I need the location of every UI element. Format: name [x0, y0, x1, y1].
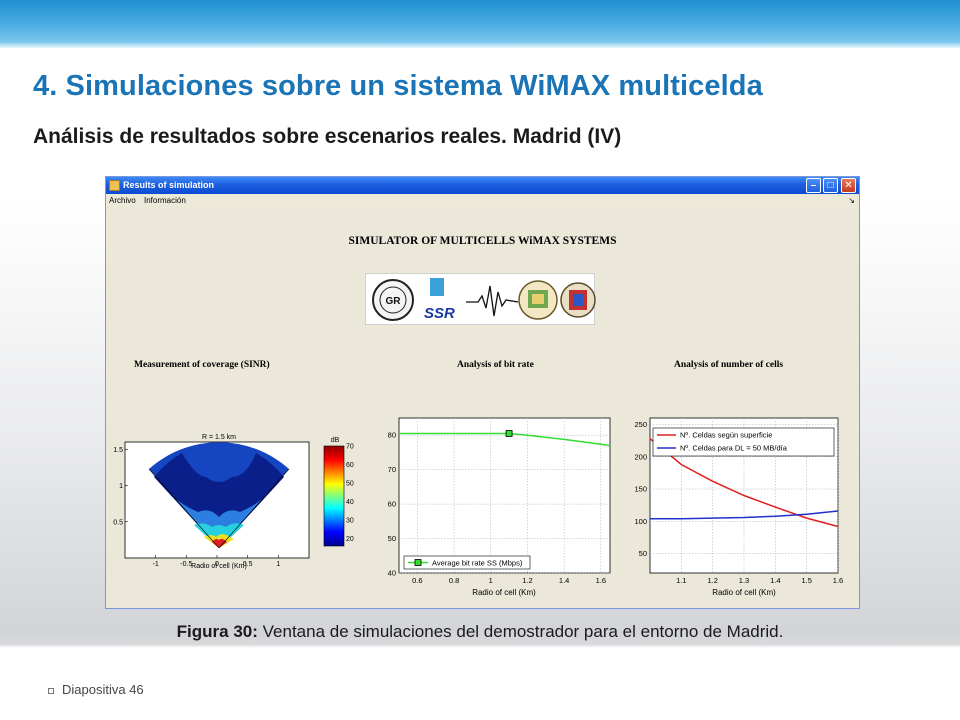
bitrate-legend: Average bit rate SS (Mbps) — [403, 555, 531, 570]
figure-caption: Figura 30: Ventana de simulaciones del d… — [0, 622, 960, 642]
plots-svg: R = 1.5 km -1 -0.5 0 0.5 1 1.5 1 0.5 Radio of … — [113, 417, 843, 597]
cells-xtick-3: 1.4 — [770, 576, 780, 585]
bitrate-ytick-4: 40 — [388, 569, 396, 578]
bitrate-xtick-1: 0.8 — [449, 576, 459, 585]
coverage-region-light — [176, 499, 262, 548]
cells-xtick-4: 1.5 — [801, 576, 811, 585]
menu-informacion[interactable]: Información — [144, 196, 186, 205]
bitrate-ytick-0: 80 — [388, 431, 396, 440]
colorbar-ticks: 70 60 50 40 30 20 — [346, 444, 354, 544]
ssr-logo: SSR — [424, 278, 455, 322]
slide-subtitle: Análisis de resultados sobre escenarios … — [33, 125, 622, 148]
university-crest-icon — [518, 280, 558, 320]
caption-text: Ventana de simulaciones del demostrador … — [257, 622, 784, 641]
bitrate-ytick-1: 70 — [388, 465, 396, 474]
simulator-title: SIMULATOR OF MULTICELLS WiMAX SYSTEMS — [348, 235, 617, 247]
colorbar-tick-0: 70 — [346, 444, 354, 451]
ssr-logo-text: SSR — [424, 305, 455, 322]
colorbar-tick-2: 50 — [346, 481, 354, 488]
logo-strip: GR SSR — [365, 273, 596, 325]
gr-logo-text: GR — [386, 296, 402, 307]
minimize-button[interactable]: – — [806, 178, 821, 193]
bitrate-xtick-5: 1.6 — [596, 576, 606, 585]
close-button[interactable]: ✕ — [841, 178, 856, 193]
coverage-region-red — [212, 538, 227, 548]
cells-chart: 1.1 1.2 1.3 1.4 1.5 1.6 250 200 150 100 50 Radio o… — [634, 417, 843, 597]
madrid-crest-icon — [560, 282, 596, 318]
window-titlebar[interactable]: Results of simulation – □ ✕ — [106, 177, 859, 194]
window-title: Results of simulation — [123, 180, 215, 190]
coverage-xlabel: Radio of cell (Km) — [191, 563, 247, 570]
minimize-icon: – — [810, 180, 817, 191]
coverage-chart: R = 1.5 km -1 -0.5 0 0.5 1 1.5 1 0.5 Radio of … — [113, 434, 354, 570]
cells-xtick-0: 1.1 — [676, 576, 686, 585]
cells-ytick-3: 100 — [634, 517, 647, 526]
bitrate-marker-0 — [505, 430, 513, 437]
coverage-chart-title: R = 1.5 km — [202, 434, 236, 441]
colorbar-tick-5: 20 — [346, 536, 354, 543]
coverage-ytick-0: 1.5 — [113, 447, 123, 454]
cells-series-1 — [650, 510, 839, 520]
bitrate-xtick-2: 1 — [489, 576, 493, 585]
colorbar-tick-1: 60 — [346, 462, 354, 469]
bitrate-chart: 0.6 0.8 1 1.2 1.4 1.6 80 70 60 50 40 Radio of cell… — [388, 417, 611, 597]
coverage-ytick-2: 0.5 — [113, 519, 123, 526]
cells-ytick-4: 50 — [639, 549, 647, 558]
cells-ytick-0: 250 — [634, 420, 647, 429]
cells-legend: Nº. Celdas según superficie Nº. Celdas p… — [652, 427, 835, 457]
waveform-icon — [466, 285, 519, 317]
bitrate-ytick-3: 50 — [388, 534, 396, 543]
coverage-panel-title: Measurement of coverage (SINR) — [134, 360, 270, 370]
coverage-xtick-3: 0.5 — [243, 561, 253, 568]
cells-xlabel: Radio of cell (Km) — [712, 588, 776, 597]
menu-archivo[interactable]: Archivo — [109, 196, 136, 205]
bitrate-plot-area — [398, 417, 611, 574]
cells-legend-label-1: Nº. Celdas para DL = 50 MB/día — [680, 444, 788, 453]
coverage-xtick-2: 0 — [215, 561, 219, 568]
cells-ytick-1: 200 — [634, 452, 647, 461]
colorbar-tick-3: 40 — [346, 499, 354, 506]
colorbar-tick-4: 30 — [346, 518, 354, 525]
coverage-xtick-4: 1 — [276, 561, 280, 568]
cells-series-0 — [649, 438, 839, 528]
bitrate-ytick-2: 60 — [388, 500, 396, 509]
slide-title: 4. Simulaciones sobre un sistema WiMAX m… — [33, 70, 763, 102]
coverage-ytick-1: 1 — [119, 483, 123, 490]
cells-ytick-2: 150 — [634, 485, 647, 494]
cells-xtick-5: 1.6 — [833, 576, 843, 585]
caption-label: Figura 30: — [176, 622, 258, 641]
coverage-region-dark — [154, 453, 284, 548]
bitrate-legend-label: Average bit rate SS (Mbps) — [432, 559, 523, 568]
cells-xtick-2: 1.3 — [739, 576, 749, 585]
colorbar-label: dB — [331, 437, 340, 444]
bitrate-xtick-3: 1.2 — [522, 576, 532, 585]
coverage-y-ticks: 1.5 1 0.5 — [113, 447, 128, 526]
close-icon: ✕ — [844, 180, 853, 191]
footer: Diapositiva 46 — [48, 682, 144, 697]
cells-panel-title: Analysis of number of cells — [674, 360, 784, 370]
coverage-colorbar — [323, 445, 345, 547]
top-band — [0, 0, 960, 48]
coverage-xtick-0: -1 — [153, 561, 159, 568]
menu-bar: Archivo Información ↘ — [106, 194, 859, 208]
footer-bullet-icon — [48, 687, 54, 694]
bitrate-xlabel: Radio of cell (Km) — [472, 588, 536, 597]
dock-arrow-icon[interactable]: ↘ — [848, 196, 855, 205]
bitrate-xtick-4: 1.4 — [559, 576, 569, 585]
maximize-icon: □ — [827, 180, 834, 191]
slide-number: Diapositiva 46 — [62, 682, 144, 697]
coverage-x-ticks: -1 -0.5 0 0.5 1 — [153, 555, 280, 568]
cells-legend-label-0: Nº. Celdas según superficie — [680, 431, 772, 440]
gr-logo: GR — [372, 279, 414, 321]
bitrate-xtick-0: 0.6 — [412, 576, 422, 585]
maximize-button[interactable]: □ — [823, 178, 838, 193]
app-icon — [109, 180, 120, 191]
simulation-window: Results of simulation – □ ✕ Archivo Info… — [105, 176, 860, 609]
bitrate-panel-title: Analysis of bit rate — [457, 360, 534, 370]
coverage-xtick-1: -0.5 — [180, 561, 192, 568]
cells-xtick-1: 1.2 — [707, 576, 717, 585]
